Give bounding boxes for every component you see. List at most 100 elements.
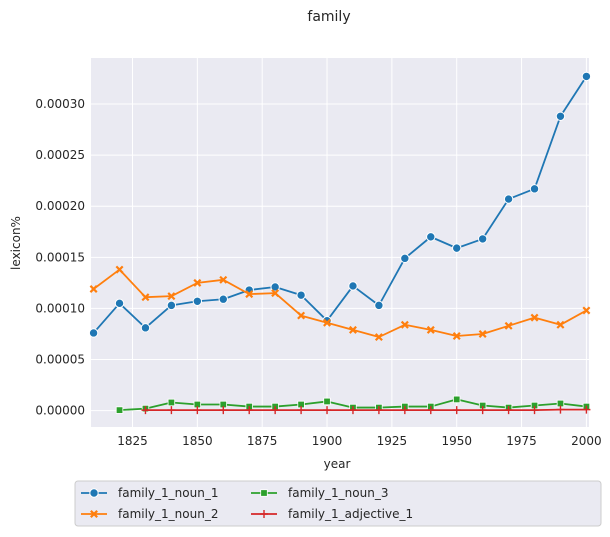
- data-point: [374, 333, 383, 342]
- data-point: [140, 323, 151, 333]
- data-point: [530, 406, 539, 415]
- series-family_1_adjective_1: [141, 405, 591, 415]
- data-point: [297, 406, 306, 415]
- data-point: [400, 320, 409, 329]
- data-point: [452, 332, 461, 341]
- data-point: [218, 294, 228, 304]
- data-point: [296, 290, 306, 300]
- data-point: [166, 300, 177, 311]
- data-point: [271, 406, 280, 415]
- data-point: [348, 406, 357, 415]
- data-point: [115, 406, 124, 414]
- data-point: [452, 406, 461, 415]
- legend-marker: [89, 488, 99, 498]
- x-tick-label: 1850: [182, 434, 213, 448]
- y-tick-label: 0.00010: [35, 301, 85, 315]
- x-tick-label: 1875: [247, 434, 278, 448]
- data-point: [400, 406, 409, 415]
- x-tick-label: 2000: [571, 434, 602, 448]
- y-axis-title: lexicon%: [9, 216, 23, 270]
- data-point: [192, 296, 203, 306]
- data-point: [219, 406, 228, 415]
- legend-marker: [260, 489, 268, 497]
- data-point: [245, 406, 254, 415]
- data-point: [114, 298, 125, 309]
- data-point: [426, 406, 435, 415]
- y-tick-label: 0.00030: [35, 97, 85, 111]
- data-point: [556, 405, 565, 414]
- y-tick-label: 0.00005: [35, 353, 85, 367]
- data-point: [478, 406, 487, 415]
- data-point: [141, 406, 150, 415]
- data-point: [504, 406, 513, 415]
- series-family_1_noun_1: [88, 71, 592, 338]
- data-point: [374, 300, 384, 311]
- data-point: [478, 330, 487, 338]
- series-family_1_noun_2: [89, 265, 591, 342]
- data-point: [193, 278, 202, 287]
- x-tick-label: 1975: [506, 434, 537, 448]
- chart-title: family: [307, 9, 350, 25]
- data-point: [426, 325, 435, 334]
- y-tick-label: 0.00020: [35, 199, 85, 213]
- data-point: [581, 71, 592, 82]
- data-point: [400, 253, 410, 264]
- data-point: [530, 313, 539, 322]
- series-line: [93, 268, 587, 338]
- data-point: [323, 406, 332, 415]
- data-point: [348, 325, 357, 334]
- legend-label: family_1_noun_3: [288, 486, 388, 500]
- data-point: [167, 406, 176, 415]
- data-point: [141, 293, 150, 302]
- legend-item: family_1_noun_2: [81, 507, 218, 521]
- legend-item: family_1_adjective_1: [251, 507, 413, 521]
- data-point: [452, 243, 462, 253]
- legend-label: family_1_adjective_1: [288, 507, 413, 521]
- data-point: [453, 395, 461, 404]
- data-point: [582, 405, 591, 414]
- data-point: [167, 292, 176, 301]
- x-tick-label: 1950: [441, 434, 472, 448]
- data-point: [193, 406, 202, 415]
- data-point: [503, 194, 514, 204]
- data-point: [582, 306, 591, 315]
- data-point: [89, 285, 98, 293]
- legend-marker: [90, 510, 98, 518]
- data-point: [348, 281, 358, 291]
- legend-item: family_1_noun_1: [81, 486, 218, 500]
- data-point: [555, 111, 566, 121]
- legend-box: [74, 480, 602, 527]
- series-layer: [88, 71, 592, 415]
- legend-label: family_1_noun_2: [118, 507, 218, 521]
- data-point: [374, 406, 383, 415]
- data-point: [115, 265, 124, 274]
- x-axis-ticks: 1825 1850 1875 1900 1925 1950 1975 2000: [117, 434, 601, 448]
- data-point: [219, 275, 228, 284]
- legend-item: family_1_noun_3: [251, 486, 388, 500]
- legend: family_1_noun_1 family_1_noun_2 family_1_n…: [74, 480, 602, 527]
- x-tick-label: 1900: [312, 434, 343, 448]
- data-point: [297, 311, 306, 320]
- data-point: [270, 282, 280, 292]
- x-tick-label: 1925: [377, 434, 408, 448]
- legend-marker: [260, 510, 268, 518]
- series-line: [145, 408, 587, 412]
- data-point: [556, 320, 565, 329]
- data-point: [167, 398, 176, 407]
- data-point: [529, 184, 540, 194]
- legend-label: family_1_noun_1: [118, 486, 218, 500]
- x-axis-title: year: [324, 457, 351, 471]
- y-tick-label: 0.00015: [35, 250, 85, 264]
- y-tick-label: 0.00025: [35, 148, 85, 162]
- data-point: [477, 234, 488, 244]
- plot-area: [91, 58, 589, 427]
- data-point: [426, 232, 436, 242]
- data-point: [245, 290, 254, 299]
- data-point: [88, 328, 99, 338]
- data-point: [323, 397, 331, 406]
- data-point: [323, 318, 332, 327]
- y-tick-label: 0.00000: [35, 404, 85, 418]
- y-axis-ticks: 0.00000 0.00005 0.00010 0.00015 0.00020 0.000…: [35, 97, 85, 418]
- data-point: [271, 289, 280, 298]
